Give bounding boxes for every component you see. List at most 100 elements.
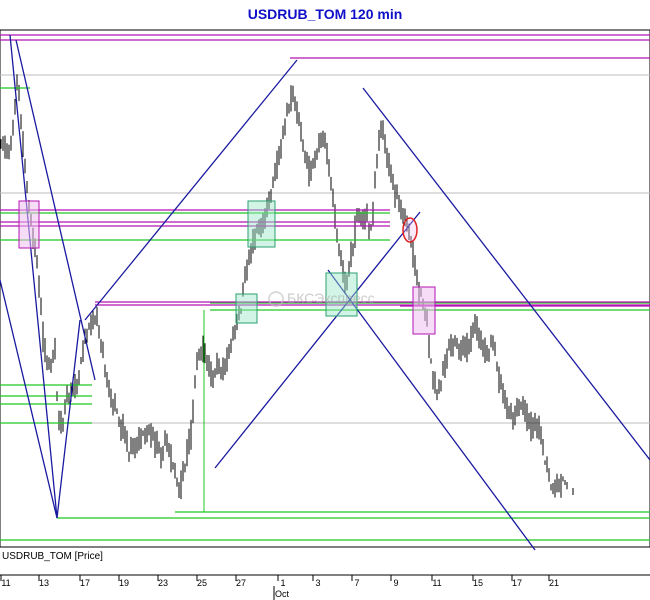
x-tick-label: 21 (549, 578, 559, 588)
trend-line (84, 59, 298, 321)
candle-body (136, 444, 138, 450)
candle-body (362, 210, 364, 220)
candle-body (522, 398, 524, 409)
candle-body (226, 353, 228, 365)
zone-pink (18, 200, 40, 249)
candle-body (508, 414, 510, 418)
candle-body (528, 422, 530, 428)
candle-body (58, 412, 60, 422)
zone-pink (412, 286, 436, 335)
x-tick-label: 11 (1, 578, 10, 588)
candle-body (242, 291, 244, 294)
candle-body (288, 106, 290, 109)
candle-body (562, 479, 564, 481)
candle-body (234, 331, 236, 333)
candle-body (380, 129, 382, 132)
candle-body (76, 382, 78, 386)
zone-green (247, 200, 276, 248)
candle-body (302, 141, 304, 145)
candle-body (48, 367, 50, 369)
candle-body (378, 140, 380, 143)
candle-body (18, 94, 20, 97)
x-tick-label: 17 (80, 578, 90, 588)
candle-body (358, 210, 360, 219)
candle-body (296, 109, 298, 115)
candle-body (404, 214, 406, 223)
candle-body (560, 483, 562, 487)
candle-body (534, 423, 536, 427)
candle-body (370, 226, 372, 228)
watermark: БКСЭкспресс (268, 290, 375, 308)
candle-body (388, 162, 390, 172)
candle-body (184, 465, 186, 467)
candle-body (8, 148, 10, 151)
candle-body (326, 149, 328, 159)
candle-body (208, 364, 210, 372)
highlight-ellipse (402, 217, 418, 243)
candle-body (322, 138, 324, 141)
candle-body (294, 101, 296, 104)
trend-line (56, 319, 81, 519)
candle-body (472, 325, 474, 329)
candle-body (22, 139, 24, 148)
candle-body (196, 361, 198, 364)
candle-body (158, 449, 160, 453)
x-tick-label: 23 (158, 578, 168, 588)
candle-body (502, 393, 504, 399)
candle-body (342, 269, 344, 280)
candle-body (160, 451, 162, 460)
candle-body (550, 486, 552, 488)
candle-body (282, 132, 284, 135)
candle-body (466, 340, 468, 353)
candle-body (542, 444, 544, 449)
candle-body (122, 424, 124, 431)
candle-body (366, 213, 368, 215)
candle-body (478, 332, 480, 344)
candle-body (204, 352, 206, 361)
candle-body (194, 376, 196, 379)
candle-body (566, 484, 568, 486)
candle-body (340, 256, 342, 260)
candle-body (434, 382, 436, 387)
candle-body (308, 164, 310, 178)
plot-frame (0, 29, 650, 548)
candle-body (24, 167, 26, 170)
candle-body (246, 269, 248, 274)
candle-body (518, 403, 520, 414)
candle-body (356, 216, 358, 221)
candle-body (128, 453, 130, 455)
candle-body (6, 147, 8, 154)
candle-body (390, 171, 392, 176)
candle-body (460, 344, 462, 352)
candle-body (168, 447, 170, 449)
candle-body (530, 421, 532, 432)
candle-body (494, 345, 496, 355)
candle-body (524, 407, 526, 412)
candle-body (166, 444, 168, 446)
trend-line (9, 34, 58, 519)
candle-body (142, 431, 144, 433)
candle-body (266, 206, 268, 209)
candle-body (12, 126, 14, 129)
candle-body (86, 338, 88, 340)
candle-body (364, 212, 366, 219)
candle-body (46, 360, 48, 363)
x-tick-label: 19 (119, 578, 129, 588)
candle-body (304, 155, 306, 162)
candle-body (256, 228, 258, 232)
candle-body (344, 282, 346, 285)
candle-body (432, 378, 434, 383)
candle-body (310, 169, 312, 180)
candle-body (328, 163, 330, 173)
candle-body (138, 437, 140, 447)
candle-body (216, 363, 218, 371)
x-tick-label: 3 (315, 578, 320, 588)
candle-body (94, 316, 96, 320)
candle-body (462, 346, 464, 353)
candle-body (172, 466, 174, 468)
candle-body (314, 154, 316, 167)
candle-body (2, 139, 4, 147)
candle-body (544, 462, 546, 464)
candle-body (72, 383, 74, 394)
candle-body (44, 347, 46, 356)
